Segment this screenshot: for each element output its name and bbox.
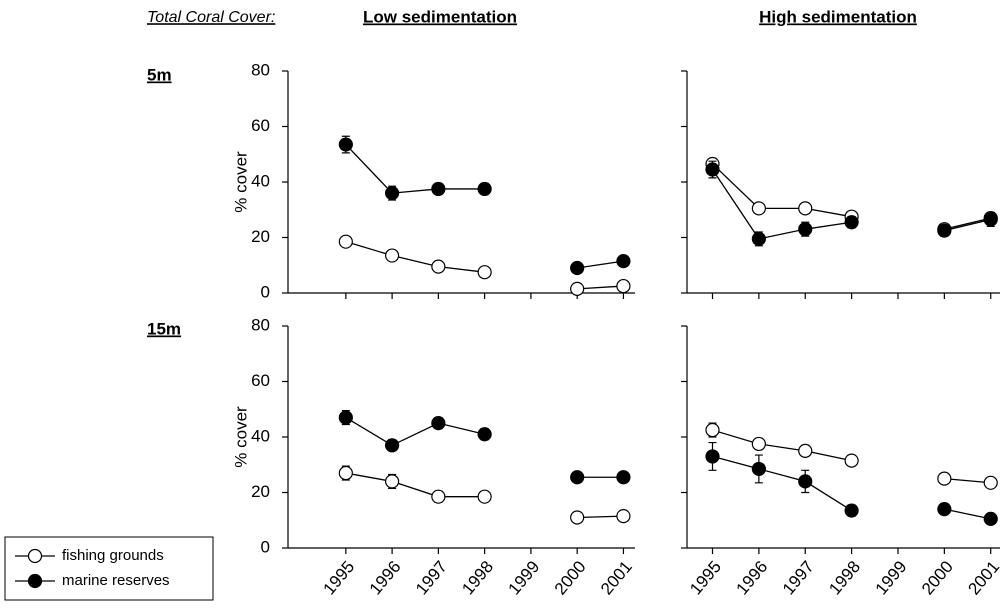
series-line (944, 477, 991, 484)
y-tick-label: 80 (251, 315, 270, 334)
data-point (751, 461, 766, 477)
data-point (798, 474, 813, 489)
x-tick-label: 1998 (458, 557, 497, 598)
series-line (345, 241, 485, 273)
series-line (712, 163, 852, 218)
y-axis-label: % cover (231, 406, 250, 468)
data-point (431, 416, 446, 431)
y-tick-label: 60 (251, 371, 270, 390)
data-point (385, 474, 400, 489)
x-tick-label: 2001 (597, 557, 636, 598)
data-point (616, 508, 631, 524)
data-point (751, 231, 766, 246)
series-line (944, 217, 991, 230)
x-tick-label: 1999 (505, 557, 544, 598)
column-heading: Low sedimentation (363, 7, 517, 26)
data-point (798, 201, 813, 216)
legend-marker (27, 573, 43, 589)
data-point (477, 181, 492, 197)
series-line (577, 515, 624, 519)
series-line (577, 260, 624, 269)
x-tick-label: 2000 (551, 557, 590, 598)
data-point (751, 201, 766, 216)
column-heading: High sedimentation (759, 7, 917, 26)
data-point (844, 503, 859, 518)
y-tick-label: 20 (251, 227, 270, 246)
series-line (711, 169, 852, 240)
data-point (338, 234, 353, 249)
data-point (477, 265, 492, 280)
x-tick-label: 1995 (686, 557, 725, 598)
data-point (983, 212, 998, 227)
data-point (338, 137, 353, 152)
y-tick-label: 40 (251, 171, 270, 190)
series-line (712, 429, 852, 462)
y-tick-label: 0 (261, 537, 270, 556)
x-tick-label: 2001 (964, 557, 1003, 598)
x-tick-label: 2000 (918, 557, 957, 598)
series-line (577, 285, 624, 290)
series-line (712, 455, 852, 512)
data-point (798, 443, 813, 458)
x-tick-label: 1997 (412, 557, 451, 598)
data-point (616, 253, 631, 269)
data-point (616, 278, 631, 294)
figure-title: Total Coral Cover: (147, 9, 275, 26)
series-line (345, 144, 485, 194)
series-line (944, 218, 991, 232)
data-point (937, 471, 952, 486)
data-point (570, 510, 585, 525)
y-tick-label: 60 (251, 116, 270, 135)
y-tick-label: 40 (251, 426, 270, 445)
y-tick-label: 0 (261, 282, 270, 301)
data-point (937, 502, 952, 517)
x-tick-label: 1998 (825, 557, 864, 598)
x-tick-label: 1997 (779, 557, 818, 598)
data-point (983, 511, 998, 526)
legend-label: fishing grounds (62, 547, 164, 564)
y-axis-label: % cover (231, 151, 250, 213)
data-point (844, 215, 859, 230)
data-point (983, 475, 998, 490)
y-tick-label: 20 (251, 482, 270, 501)
data-point (477, 427, 492, 442)
legend-marker (27, 548, 43, 564)
series-line (345, 417, 485, 447)
data-point (705, 422, 720, 438)
x-tick-label: 1996 (366, 557, 405, 598)
x-tick-label: 1999 (872, 557, 911, 598)
data-point (616, 470, 631, 485)
data-point (431, 181, 446, 197)
data-point (570, 281, 585, 296)
legend-box (4, 536, 214, 601)
series-line (944, 508, 991, 520)
row-heading: 5m (147, 65, 172, 84)
data-point (431, 489, 446, 504)
data-point (385, 186, 400, 201)
data-point (937, 223, 952, 238)
data-point (798, 222, 813, 237)
x-tick-label: 1996 (733, 557, 772, 598)
data-point (477, 489, 492, 504)
data-point (385, 438, 400, 453)
data-point (705, 162, 720, 177)
series-line (345, 472, 485, 498)
x-tick-label: 1995 (319, 557, 358, 598)
data-point (385, 248, 400, 263)
data-point (570, 260, 585, 276)
data-point (431, 259, 446, 274)
data-point (844, 453, 859, 468)
y-tick-label: 80 (251, 60, 270, 79)
data-point (338, 465, 353, 481)
data-point (705, 449, 720, 464)
data-point (570, 470, 585, 485)
data-point (338, 410, 353, 425)
data-point (751, 436, 766, 452)
row-heading: 15m (147, 319, 181, 338)
legend-label: marine reserves (62, 572, 170, 589)
